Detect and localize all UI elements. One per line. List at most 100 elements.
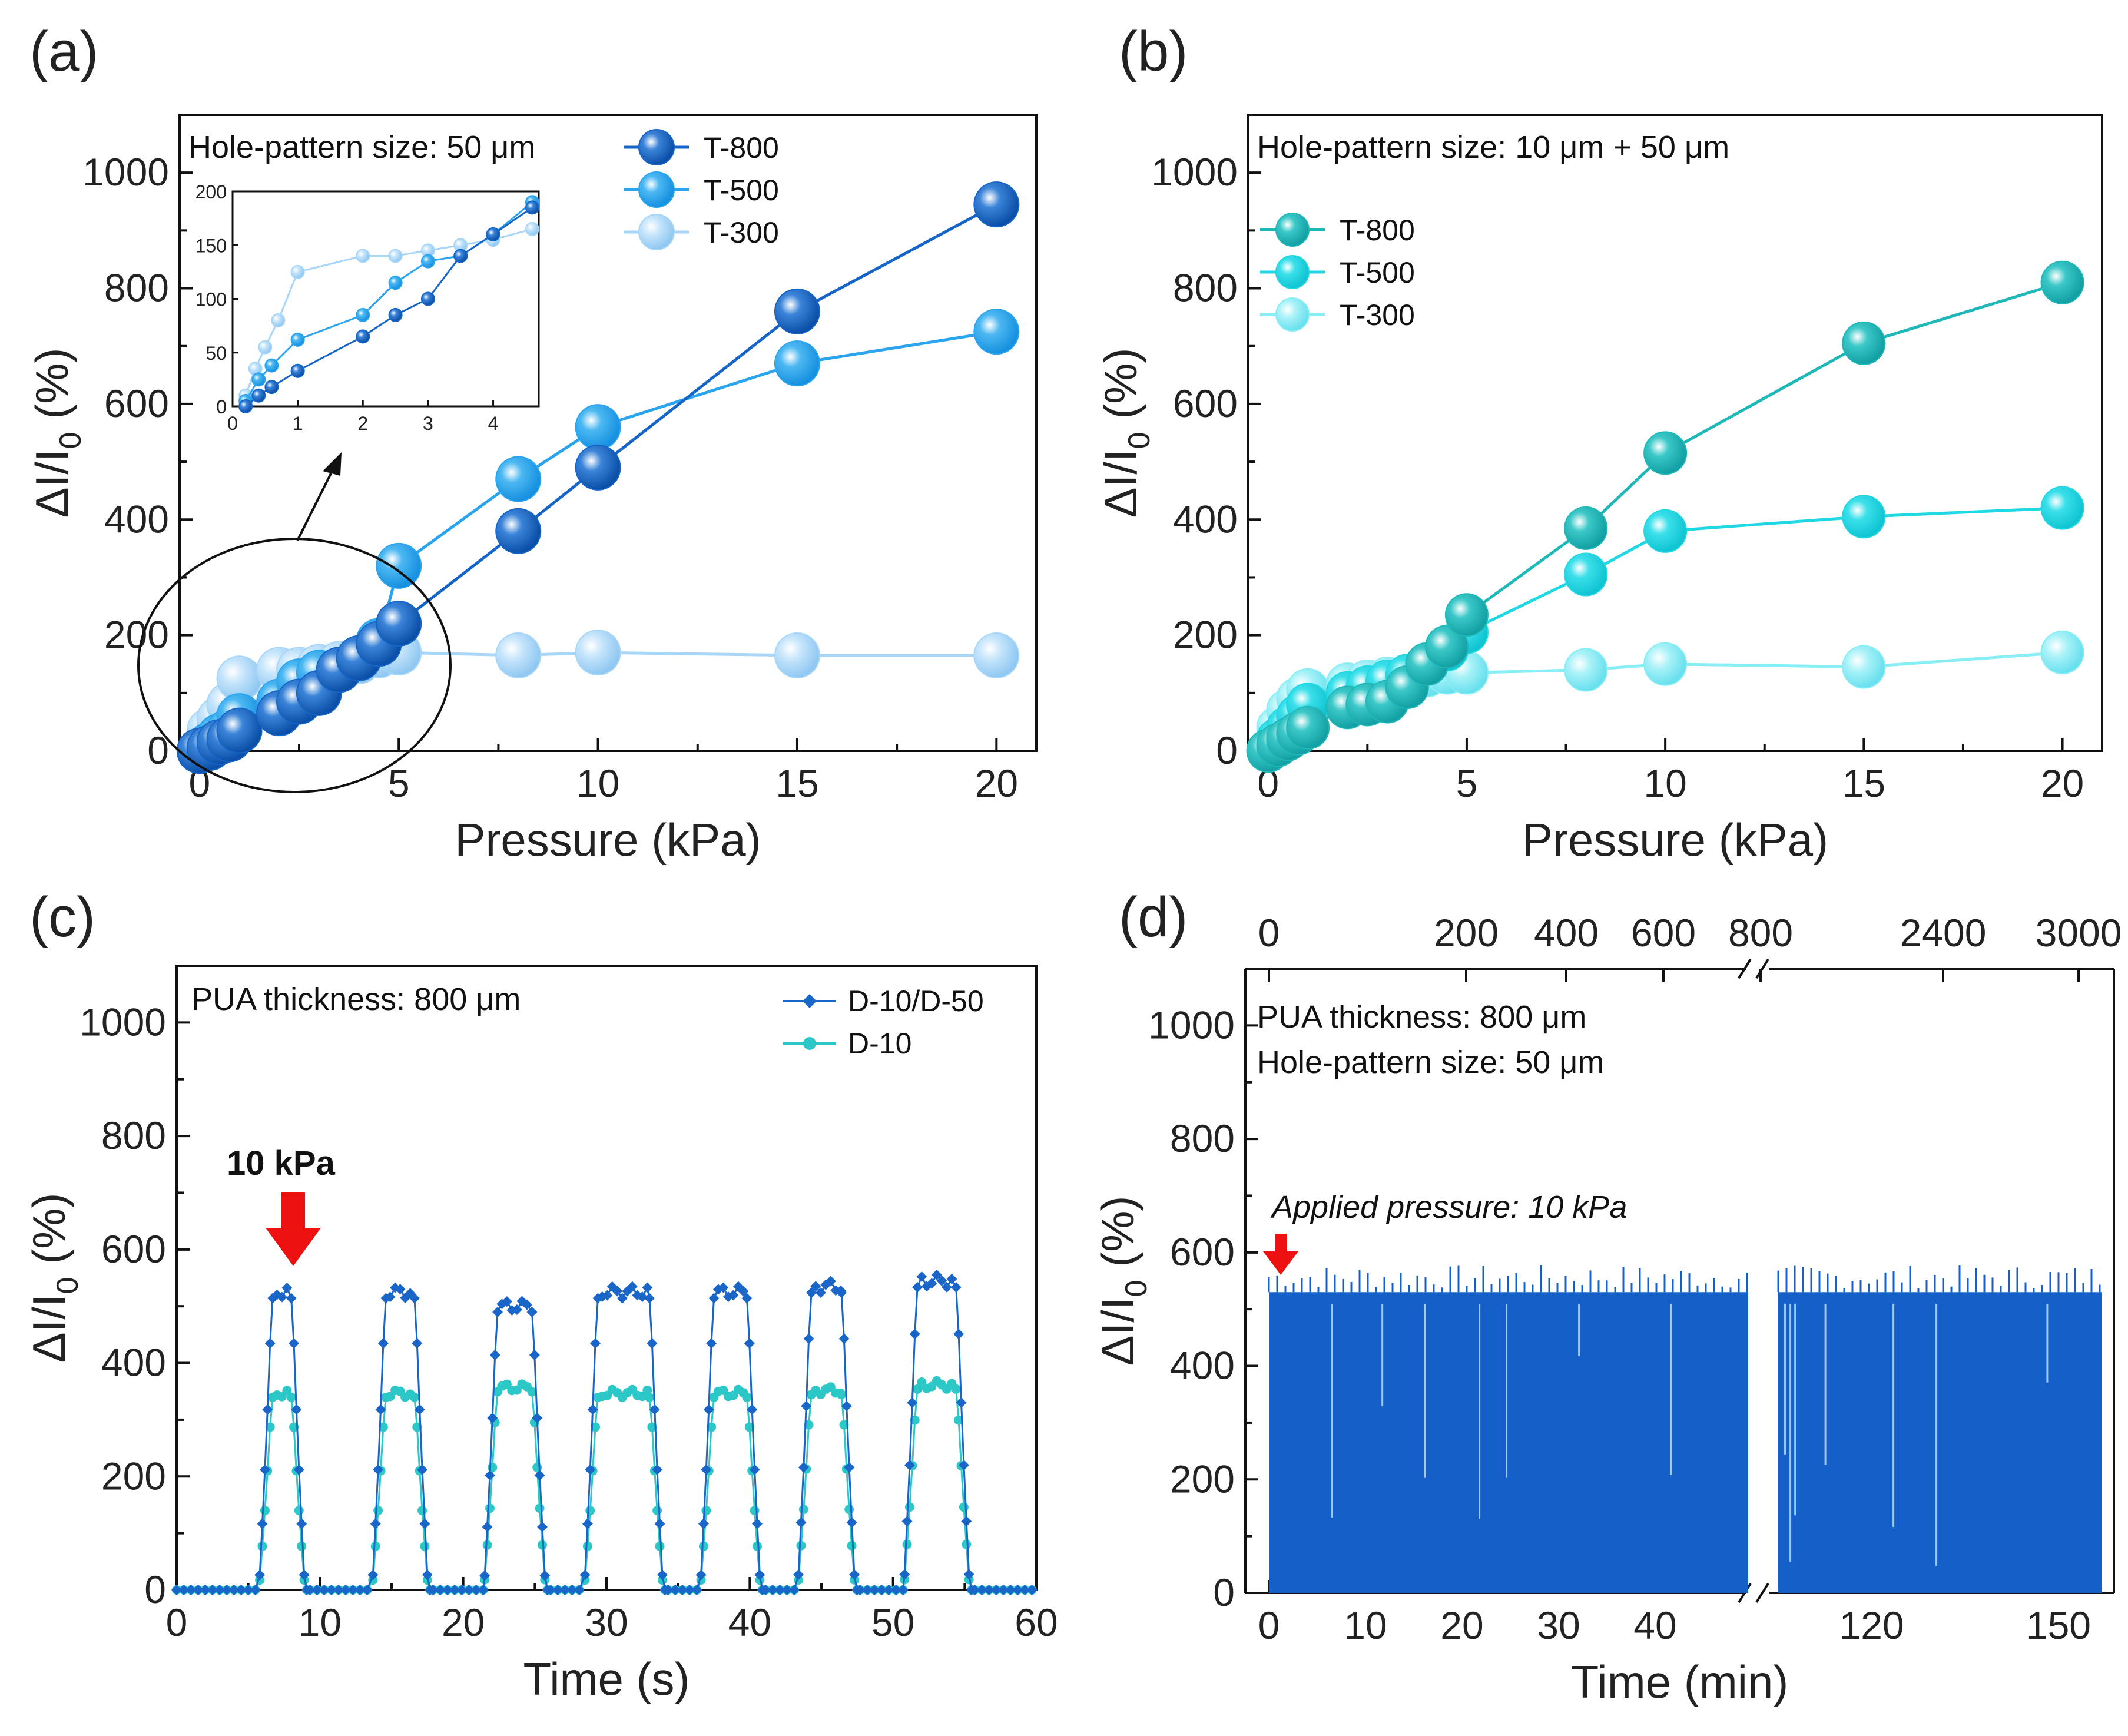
series-c-d1050-point <box>883 1585 894 1595</box>
series-c-d1050-point <box>890 1585 901 1595</box>
y-tick-label: 800 <box>1170 1117 1235 1160</box>
series-c-d1050-point <box>801 1400 812 1412</box>
x-tick-label: 10 <box>576 761 619 805</box>
top-x-tick-label: 800 <box>1728 911 1793 955</box>
series-c-d1050-point <box>286 1293 297 1304</box>
inset-frame <box>231 190 540 408</box>
series-c-d1050-point <box>747 1404 758 1415</box>
x-tick-label: 10 <box>1344 1604 1387 1647</box>
series-c-d1050-point <box>590 1338 601 1349</box>
series-c-d1050-point <box>482 1521 493 1532</box>
inset-series-T-800-point <box>525 200 539 215</box>
series-c-d10-point <box>742 1392 752 1402</box>
inset-series-T-500-point <box>420 254 435 269</box>
series-c-d1050-point <box>354 1585 366 1595</box>
series-c-d1050-point <box>1026 1585 1038 1595</box>
series-b-T-300-point <box>1564 648 1608 692</box>
series-c-d10-point <box>485 1503 495 1513</box>
series-c-d1050-point <box>427 1585 439 1595</box>
y-tick-label: 1000 <box>1148 1003 1235 1046</box>
series-c-d1050-point <box>221 1585 233 1595</box>
plot-frame <box>1247 114 2103 752</box>
inset-series-T-500-point <box>264 358 279 373</box>
series-c-d1050-point <box>612 1286 623 1297</box>
series-c-d1050-point <box>838 1333 850 1344</box>
y-tick-label: 600 <box>101 1227 166 1271</box>
series-c-d1050-point <box>998 1585 1009 1595</box>
annotation-c: PUA thickness: 800 μm <box>191 982 521 1017</box>
axis-break-mark <box>1755 1582 1769 1604</box>
top-x-tick-label: 0 <box>1258 911 1280 955</box>
series-c-d10-point <box>698 1541 708 1551</box>
series-c-d1050-point <box>841 1400 852 1412</box>
y-axis-label-main: ΔI/I <box>1095 449 1146 518</box>
series-c-d1050-point <box>916 1271 927 1283</box>
series-c-d1050-point <box>311 1585 323 1595</box>
series-c-d1050-point <box>701 1464 712 1475</box>
series-c-d1050-point <box>793 1569 804 1580</box>
series-c-d10-point <box>917 1377 927 1387</box>
series-b-T-800-point <box>1842 321 1886 365</box>
series-c-d1050-point <box>435 1585 446 1595</box>
series-c-d1050-point <box>912 1281 923 1293</box>
legend-label: T-300 <box>1340 299 1415 332</box>
y-tick-label: 0 <box>1216 728 1238 772</box>
series-c-d1050-point <box>961 1516 972 1527</box>
legend-marker <box>1275 213 1310 247</box>
annotation-b: Hole-pattern size: 10 μm + 50 μm <box>1257 130 1729 165</box>
series-c-d1050-point <box>869 1585 880 1595</box>
x-tick-label: 0 <box>1258 1604 1280 1647</box>
series-c-d1050-point <box>844 1462 855 1473</box>
series-c-d1050-point <box>788 1585 800 1595</box>
series-b-T-500-point <box>1643 509 1688 553</box>
top-x-tick-label: 200 <box>1434 911 1499 955</box>
series-c-d10-point <box>959 1502 969 1512</box>
series-a-T-500-point <box>973 309 1020 355</box>
series-c-d1050-point <box>958 1460 969 1470</box>
series-c-d1050-point <box>760 1585 771 1595</box>
top-x-tick-label: 600 <box>1631 911 1696 955</box>
series-c-d1050-point <box>539 1570 551 1581</box>
series-c-d1050-point <box>861 1585 873 1595</box>
series-c-d1050-point <box>479 1570 490 1581</box>
series-c-d10-point <box>647 1422 657 1432</box>
series-b-T-500-point <box>1564 552 1608 597</box>
panel-label-c: (c) <box>29 886 95 949</box>
legend-label: T-500 <box>704 174 779 207</box>
x-tick-label: 40 <box>1633 1604 1676 1647</box>
series-c-d1050-point <box>463 1585 475 1595</box>
series-c-d1050-point <box>417 1464 428 1475</box>
panel-label-a: (a) <box>29 20 98 83</box>
x-tick-label: 5 <box>1456 761 1478 805</box>
pressure-label-c: 10 kPa <box>227 1144 336 1182</box>
x-tick-label: 60 <box>1015 1601 1058 1644</box>
series-c-d1050-point <box>677 1585 688 1595</box>
inset-series-T-800-point <box>290 363 305 378</box>
series-c-d10-point <box>798 1505 808 1515</box>
series-c-d1050-point <box>901 1516 913 1527</box>
series-c-d1050-point <box>385 1291 396 1303</box>
series-c-d10-point <box>260 1506 270 1516</box>
series-c-d1050-point <box>956 1397 967 1408</box>
series-c-d1050-point <box>281 1283 293 1294</box>
series-c-d1050-point <box>545 1585 556 1595</box>
y-tick-label: 800 <box>1173 266 1238 310</box>
series-c-d1050-point <box>207 1585 218 1595</box>
series-c-d1050-point <box>299 1569 310 1581</box>
series-c-d10-point <box>527 1387 537 1397</box>
series-c-d10-point <box>532 1462 542 1472</box>
series-c-d10-point <box>282 1386 292 1396</box>
series-c-d10-point <box>655 1541 665 1551</box>
inset-series-T-800-point <box>238 399 253 413</box>
series-c-d1050-point <box>422 1569 433 1581</box>
series-c-d1050-point <box>781 1585 793 1595</box>
y-tick-label: 200 <box>1173 613 1238 657</box>
x-tick-label: 50 <box>871 1601 914 1644</box>
series-c-d1050-point <box>644 1293 655 1304</box>
x-tick-label: 40 <box>728 1601 771 1644</box>
series-c-d1050-point <box>654 1518 665 1529</box>
y-tick-label: 1000 <box>82 150 169 194</box>
series-c-d1050-point <box>257 1518 268 1529</box>
series-a-T-800-point <box>575 444 621 491</box>
pressure-arrow-c <box>266 1192 321 1266</box>
